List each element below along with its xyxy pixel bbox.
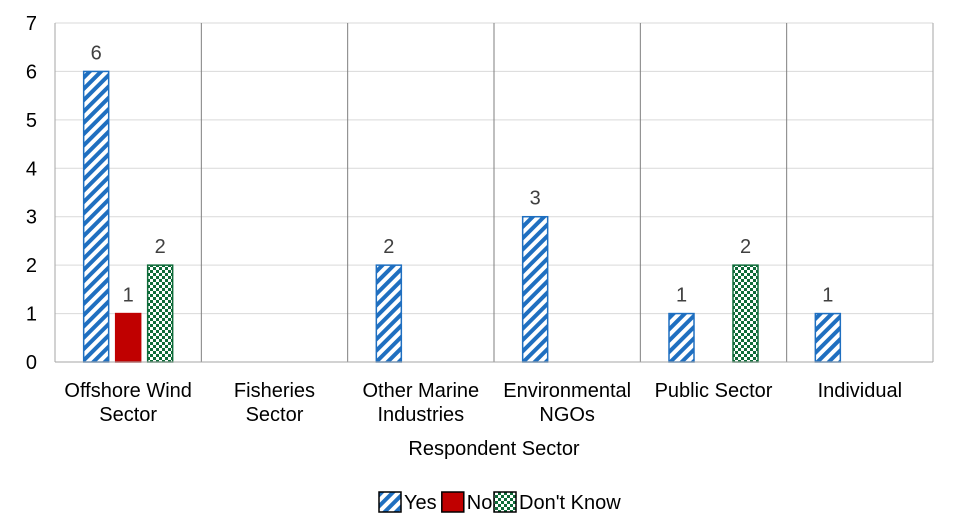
data-label: 1 [822, 285, 833, 307]
x-tick-label: Individual [818, 380, 903, 402]
bar-don-t-know [732, 264, 759, 363]
bar-don-t-know [146, 264, 174, 363]
data-label: 1 [676, 285, 687, 307]
x-tick-label: Other Marine [362, 380, 479, 402]
bar-yes [521, 215, 549, 363]
bar-yes [814, 312, 842, 363]
legend-label: Yes [404, 492, 437, 514]
y-tick-label: 3 [26, 207, 37, 229]
bar-yes [82, 70, 110, 363]
data-label: 2 [740, 236, 751, 258]
x-tick-label: Sector [99, 404, 157, 426]
legend-swatch [493, 491, 517, 513]
legend: Yes No Don't Know [378, 491, 621, 514]
y-tick-label: 0 [26, 352, 37, 374]
data-label: 6 [91, 42, 102, 64]
x-tick-label: Industries [377, 404, 464, 426]
legend-label: Don't Know [519, 492, 621, 514]
y-tick-label: 4 [26, 158, 37, 180]
data-label: 2 [383, 236, 394, 258]
x-tick-label: Offshore Wind [64, 380, 191, 402]
x-tick-label: NGOs [539, 404, 595, 426]
data-label: 1 [123, 285, 134, 307]
legend-swatch [378, 491, 402, 513]
data-label: 3 [530, 188, 541, 210]
x-tick-label: Public Sector [655, 380, 773, 402]
bar-yes [375, 264, 403, 363]
legend-label: No [467, 492, 493, 514]
data-label: 2 [155, 236, 166, 258]
data-labels: 6 1 2 2 3 1 2 1 [91, 42, 834, 306]
x-tick-label: Fisheries [234, 380, 315, 402]
y-tick-label: 1 [26, 304, 37, 326]
x-tick-label: Environmental [503, 380, 631, 402]
x-axis-title: Respondent Sector [408, 438, 580, 460]
legend-swatch [441, 491, 465, 513]
bar-yes [668, 312, 695, 363]
y-tick-label: 2 [26, 255, 37, 277]
y-tick-label: 5 [26, 110, 37, 132]
bar-no [114, 312, 142, 363]
y-tick-label: 6 [26, 61, 37, 83]
bars [82, 70, 842, 363]
y-tick-label: 7 [26, 13, 37, 35]
x-tick-label: Sector [246, 404, 304, 426]
